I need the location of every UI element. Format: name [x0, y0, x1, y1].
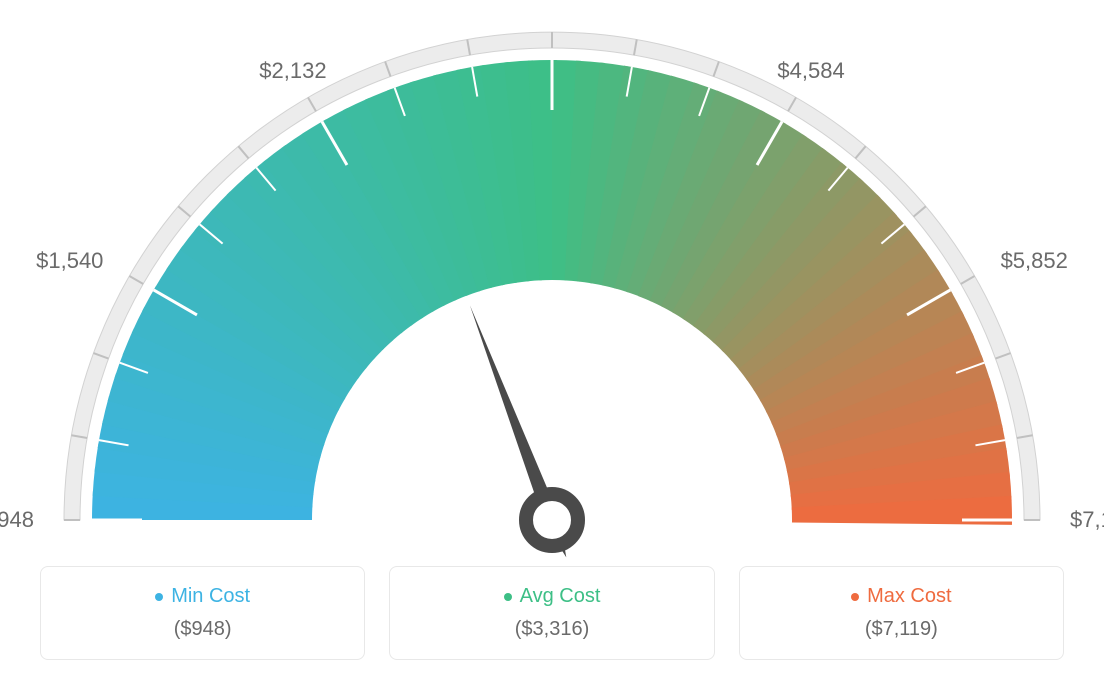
max-value: ($7,119): [756, 618, 1047, 641]
legend-title-avg: Avg Cost: [504, 585, 601, 608]
dot-icon: [504, 593, 512, 601]
min-label: Min Cost: [171, 585, 250, 608]
legend-card-min: Min Cost ($948): [40, 566, 365, 660]
legend-card-max: Max Cost ($7,119): [739, 566, 1064, 660]
gauge-tick-label: $2,132: [259, 58, 326, 84]
legend-card-avg: Avg Cost ($3,316): [389, 566, 714, 660]
min-value: ($948): [57, 618, 348, 641]
cost-gauge-chart: $948 $1,540 $2,132 $3,316 $4,584 $5,852 $7,119…: [0, 0, 1104, 690]
gauge-tick-label: $948: [0, 507, 34, 533]
dot-icon: [851, 593, 859, 601]
max-label: Max Cost: [867, 585, 951, 608]
avg-label: Avg Cost: [520, 585, 601, 608]
legend-title-min: Min Cost: [155, 585, 250, 608]
gauge-svg: [0, 0, 1104, 560]
gauge-tick-label: $1,540: [36, 248, 103, 274]
legend-title-max: Max Cost: [851, 585, 951, 608]
dot-icon: [155, 593, 163, 601]
gauge-tick-label: $4,584: [777, 58, 844, 84]
avg-value: ($3,316): [406, 618, 697, 641]
gauge-tick-label: $5,852: [1001, 248, 1068, 274]
legend-row: Min Cost ($948) Avg Cost ($3,316) Max Co…: [40, 566, 1064, 660]
gauge-tick-label: $3,316: [518, 0, 585, 2]
gauge-area: $948 $1,540 $2,132 $3,316 $4,584 $5,852 $7,119: [0, 0, 1104, 560]
gauge-tick-label: $7,119: [1070, 507, 1104, 533]
